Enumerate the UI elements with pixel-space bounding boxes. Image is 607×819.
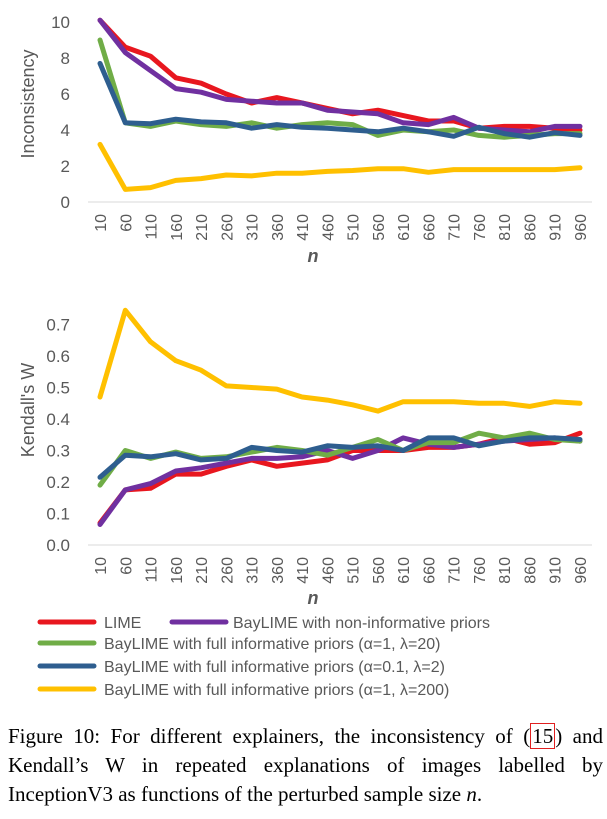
- x-tick-label: 460: [320, 214, 337, 241]
- legend: LIME BayLIME with non-informative priors B…: [37, 615, 490, 699]
- x-tick-label: 510: [346, 214, 363, 241]
- kendalls-w-chart: 0.0 0.1 0.2 0.3 0.4 0.5 0.6 0.7 10 60 110 160 210 260…: [18, 307, 592, 608]
- x-tick-label: 460: [320, 557, 337, 584]
- x-tick-label: 610: [396, 214, 413, 241]
- y-tick-label: 4: [61, 121, 70, 140]
- x-tick-label: 960: [573, 214, 590, 241]
- y-axis-label: Kendall's W: [18, 363, 38, 457]
- y-tick-label: 0.5: [46, 379, 70, 398]
- x-tick-label: 560: [371, 557, 388, 584]
- series-line-5: [97, 141, 583, 192]
- x-tick-label: 60: [118, 557, 135, 575]
- x-tick-label: 360: [270, 557, 287, 584]
- series-line-5: [97, 307, 583, 414]
- y-tick-label: 10: [51, 13, 70, 32]
- y-axis-label: Inconsistency: [18, 49, 38, 158]
- legend-label: BayLIME with full informative priors (α=…: [104, 659, 445, 676]
- caption-suffix: .: [476, 782, 483, 806]
- x-tick-label: 860: [522, 214, 539, 241]
- x-tick-label: 810: [497, 214, 514, 241]
- y-tick-label: 0.1: [46, 505, 70, 524]
- x-tick-label: 310: [245, 214, 262, 241]
- y-tick-label: 2: [61, 157, 70, 176]
- x-tick-label: 10: [93, 214, 110, 232]
- series-line-4: [97, 60, 583, 140]
- x-tick-label: 760: [472, 214, 489, 241]
- x-tick-label: 810: [497, 557, 514, 584]
- x-tick-label: 660: [421, 214, 438, 241]
- x-tick-label: 610: [396, 557, 413, 584]
- x-tick-label: 60: [118, 214, 135, 232]
- x-axis-label: n: [308, 246, 319, 266]
- x-tick-label: 260: [219, 214, 236, 241]
- x-tick-label: 210: [194, 214, 211, 241]
- y-tick-label: 0.0: [46, 536, 70, 555]
- x-tick-label: 560: [371, 214, 388, 241]
- y-tick-label: 6: [61, 85, 70, 104]
- series-line-4: [97, 435, 583, 480]
- x-tick-label: 10: [93, 557, 110, 575]
- x-tick-label: 510: [346, 557, 363, 584]
- x-tick-label: 210: [194, 557, 211, 584]
- y-tick-label: 8: [61, 49, 70, 68]
- x-tick-label: 760: [472, 557, 489, 584]
- x-tick-label: 160: [169, 214, 186, 241]
- x-axis-label: n: [308, 588, 319, 608]
- x-tick-label: 410: [295, 557, 312, 584]
- x-tick-label: 660: [421, 557, 438, 584]
- x-tick-label: 410: [295, 214, 312, 241]
- x-tick-label: 910: [548, 557, 565, 584]
- equation-reference-link[interactable]: 15: [530, 723, 556, 749]
- x-tick-label: 310: [245, 557, 262, 584]
- x-tick-label: 860: [522, 557, 539, 584]
- x-tick-label: 110: [144, 557, 161, 583]
- y-tick-label: 0.3: [46, 442, 70, 461]
- x-tick-label: 710: [447, 214, 464, 241]
- x-tick-label: 110: [144, 214, 161, 240]
- x-tick-label: 910: [548, 214, 565, 241]
- x-tick-label: 960: [573, 557, 590, 584]
- x-tick-label: 360: [270, 214, 287, 241]
- x-tick-label: 160: [169, 557, 186, 584]
- y-tick-label: 0.4: [46, 410, 70, 429]
- y-tick-label: 0.7: [46, 316, 70, 335]
- y-tick-label: 0.2: [46, 473, 70, 492]
- caption-middle: ) and Kendall’s W in repeated explanatio…: [8, 724, 603, 806]
- legend-label: BayLIME with full informative priors (α=…: [104, 682, 449, 699]
- y-tick-label: 0.6: [46, 347, 70, 366]
- legend-label: BayLIME with full informative priors (α=…: [104, 636, 440, 653]
- caption-prefix: Figure 10: For different explainers, the…: [8, 724, 531, 748]
- x-tick-label: 260: [219, 557, 236, 584]
- legend-label: BayLIME with non-informative priors: [233, 615, 490, 632]
- caption-variable: n: [466, 782, 477, 806]
- x-tick-label: 710: [447, 557, 464, 584]
- figure-caption: Figure 10: For different explainers, the…: [8, 722, 603, 809]
- series-line-2: [97, 17, 583, 135]
- y-tick-label: 0: [61, 193, 70, 212]
- legend-label: LIME: [104, 615, 141, 632]
